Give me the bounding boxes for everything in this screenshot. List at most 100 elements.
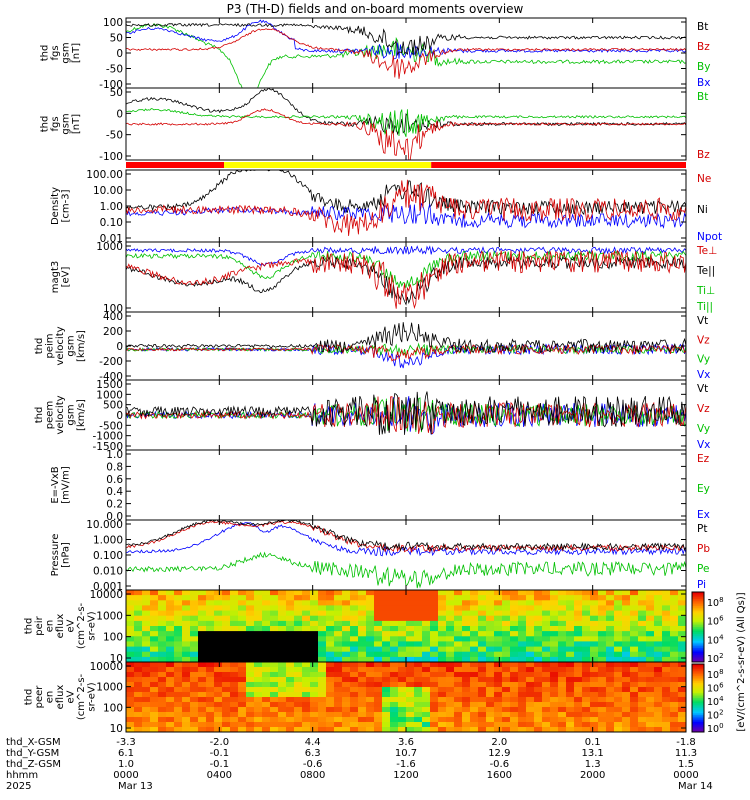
spectrogram-cell <box>222 692 231 698</box>
spectrogram-cell <box>262 677 271 683</box>
spectrogram-cell <box>166 615 175 622</box>
spectrogram-cell <box>190 626 199 632</box>
spectrogram-cell <box>638 707 647 713</box>
spectrogram-cell <box>622 646 631 653</box>
spectrogram-cell <box>134 722 143 728</box>
spectrogram-cell <box>302 626 311 632</box>
spectrogram-cell <box>182 707 191 713</box>
spectrogram-cell <box>278 651 287 658</box>
spectrogram-cell <box>326 600 335 606</box>
spectrogram-cell <box>422 697 431 703</box>
spectrogram-cell <box>414 646 423 653</box>
spectrogram-cell <box>150 672 159 678</box>
x-tick-label: 12.9 <box>488 748 510 759</box>
spectrogram-cell <box>502 656 511 662</box>
spectrogram-cell <box>326 641 335 648</box>
spectrogram-cell <box>222 595 231 601</box>
spectrogram-cell <box>422 595 431 601</box>
spectrogram-cell <box>358 641 367 648</box>
spectrogram-cell <box>254 610 263 617</box>
spectrogram-cell <box>166 610 175 617</box>
y-tick-label: 200 <box>103 326 123 338</box>
colorbar-cell <box>692 704 704 707</box>
spectrogram-cell <box>246 590 255 596</box>
spectrogram-cell <box>126 672 135 678</box>
spectrogram-cell <box>246 682 255 688</box>
spectrogram-cell <box>662 717 671 723</box>
spectrogram-cell <box>638 605 647 612</box>
spectrogram-cell <box>294 651 303 658</box>
spectrogram-cell <box>302 662 311 668</box>
spectrogram-cell <box>478 646 487 653</box>
spectrogram-cell <box>294 646 303 653</box>
spectrogram-cell <box>558 722 567 728</box>
spectrogram-cell <box>590 727 599 732</box>
spectrogram-cell <box>254 667 263 673</box>
spectrogram-cell <box>510 662 519 668</box>
spectrogram-cell <box>606 590 615 596</box>
spectrogram-cell <box>126 707 135 713</box>
spectrogram-cell <box>374 727 383 732</box>
y-tick-label: 100 <box>103 702 123 714</box>
spectrogram-cell <box>550 672 559 678</box>
colorbar-cell <box>692 606 704 609</box>
colorbar-cell <box>692 716 704 719</box>
spectrogram-cell <box>398 641 407 648</box>
spectrogram-cell <box>190 677 199 683</box>
spectrogram-cell <box>430 687 439 693</box>
colorbar-cell <box>692 593 704 596</box>
spectrogram-cell <box>190 641 199 648</box>
spectrogram-cell <box>398 702 407 708</box>
x-tick-label: 1.0 <box>118 759 134 770</box>
spectrogram-cell <box>646 717 655 723</box>
spectrogram-cell <box>414 672 423 678</box>
spectrogram-cell <box>510 600 519 606</box>
spectrogram-cell <box>582 595 591 601</box>
spectrogram-cell <box>214 697 223 703</box>
spectrogram-cell <box>278 600 287 606</box>
spectrogram-cell <box>430 662 439 668</box>
spectrogram-cell <box>390 590 399 596</box>
series-line-Npot <box>126 179 686 236</box>
spectrogram-cell <box>454 712 463 718</box>
spectrogram-cell <box>302 717 311 723</box>
spectrogram-cell <box>206 677 215 683</box>
spectrogram-cell <box>486 687 495 693</box>
spectrogram-cell <box>606 620 615 627</box>
spectrogram-cell <box>646 641 655 648</box>
spectrogram-cell <box>222 712 231 718</box>
y-tick-label: -1500 <box>92 441 123 453</box>
spectrogram-cell <box>550 641 559 648</box>
spectrogram-cells <box>126 662 686 732</box>
spectrogram-cell <box>502 722 511 728</box>
series-line-2 <box>126 108 686 160</box>
spectrogram-cell <box>134 697 143 703</box>
colorbar-tick-label: 108 <box>707 596 724 609</box>
spectrogram-cell <box>198 626 207 632</box>
spectrogram-cell <box>158 620 167 627</box>
spectrogram-cell <box>358 631 367 637</box>
spectrogram-cell <box>526 610 535 617</box>
spectrogram-cell <box>270 717 279 723</box>
spectrogram-cell <box>206 646 215 653</box>
spectrogram-cell <box>582 605 591 612</box>
spectrogram-cell <box>262 692 271 698</box>
spectrogram-cell <box>550 620 559 627</box>
spectrogram-cell <box>638 600 647 606</box>
spectrogram-cell <box>406 651 415 658</box>
spectrogram-cell <box>446 631 455 637</box>
spectrogram-cell <box>582 727 591 732</box>
spectrogram-cell <box>350 626 359 632</box>
spectrogram-cell <box>422 662 431 668</box>
spectrogram-cell <box>510 667 519 673</box>
spectrogram-cell <box>598 620 607 627</box>
colorbar-cell <box>692 709 704 713</box>
spectrogram-cell <box>502 646 511 653</box>
y-axis-label: thd peem velocity gsm [km/s] <box>34 395 87 434</box>
spectrogram-cell <box>510 672 519 678</box>
spectrogram-cell <box>246 636 255 642</box>
spectrogram-cell <box>566 712 575 718</box>
spectrogram-cell <box>174 667 183 673</box>
spectrogram-cell <box>566 595 575 601</box>
spectrogram-cell <box>582 662 591 668</box>
